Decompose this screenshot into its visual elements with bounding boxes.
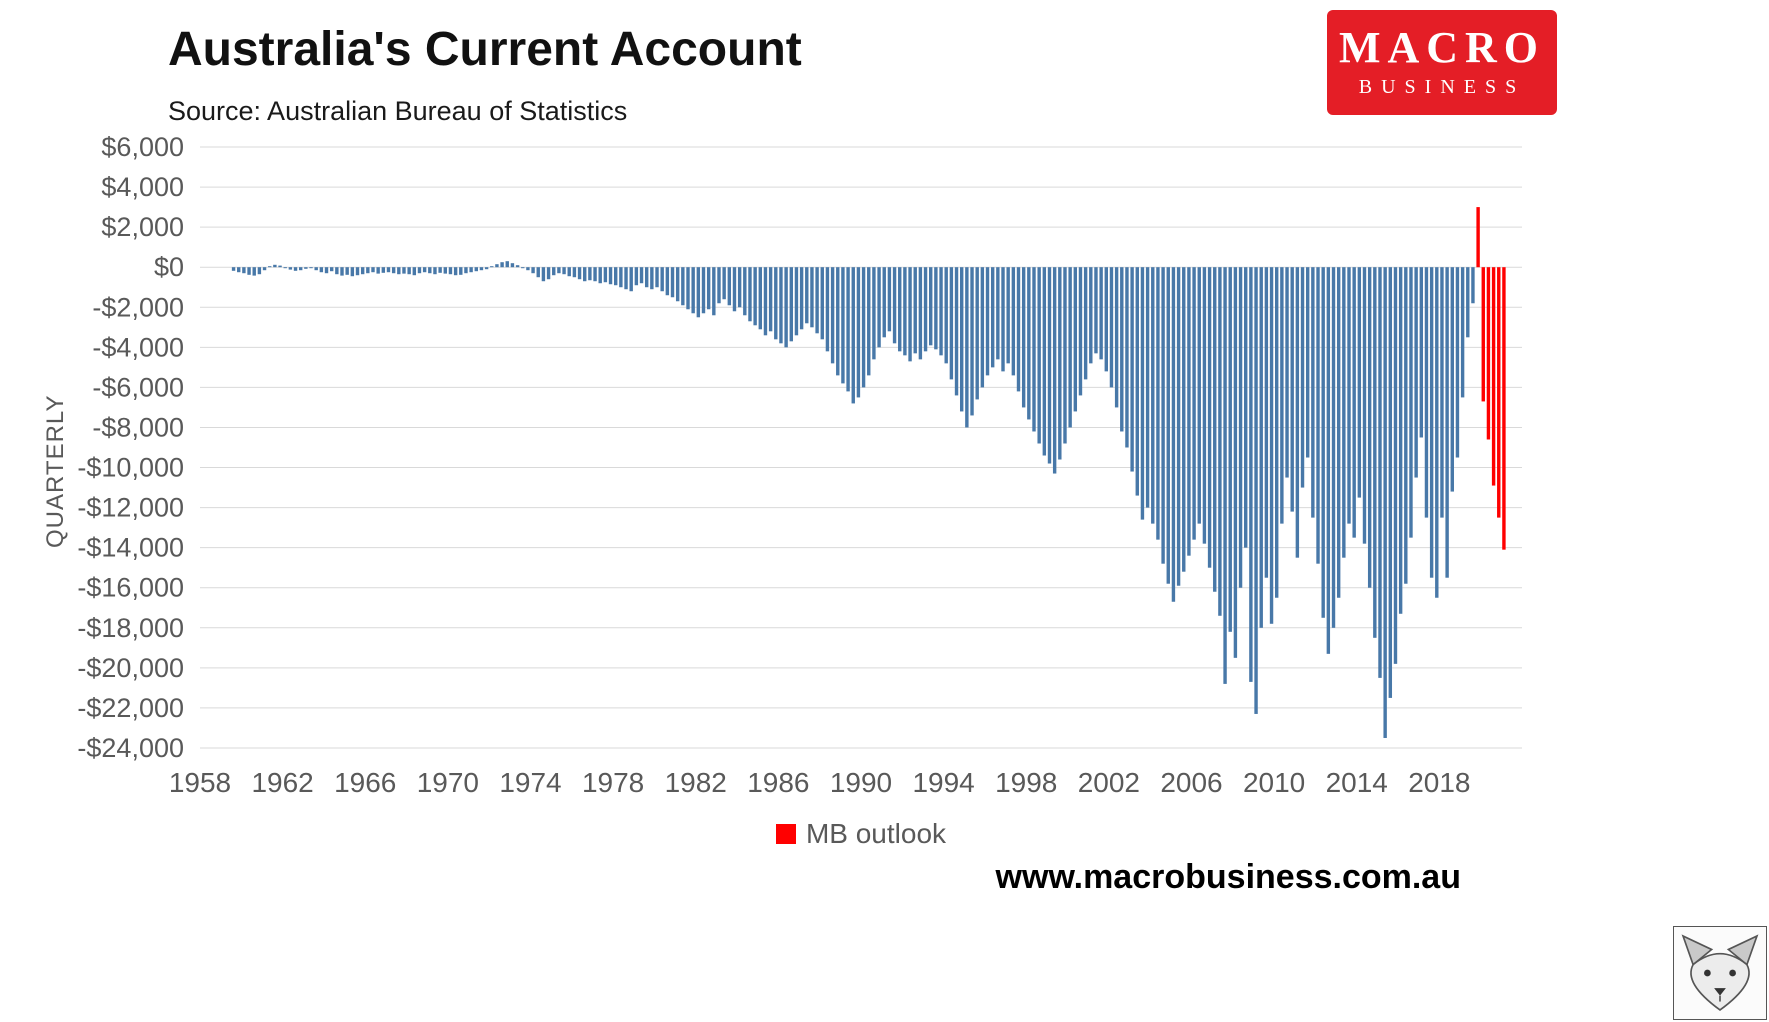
chart-title: Australia's Current Account [168, 23, 802, 76]
svg-text:1970: 1970 [417, 767, 479, 798]
svg-text:2014: 2014 [1326, 767, 1388, 798]
svg-text:2018: 2018 [1408, 767, 1470, 798]
macrobusiness-logo-text-business: BUSINESS [1358, 76, 1526, 98]
svg-text:1998: 1998 [995, 767, 1057, 798]
svg-text:-$12,000: -$12,000 [77, 493, 184, 523]
macrobusiness-logo: MACRO BUSINESS [1327, 10, 1557, 115]
legend-label-mb-outlook: MB outlook [805, 818, 947, 849]
svg-text:-$10,000: -$10,000 [77, 453, 184, 483]
svg-text:-$14,000: -$14,000 [77, 533, 184, 563]
svg-text:1986: 1986 [747, 767, 809, 798]
svg-text:-$24,000: -$24,000 [77, 733, 184, 763]
svg-text:1990: 1990 [830, 767, 892, 798]
svg-text:1958: 1958 [169, 767, 231, 798]
svg-text:1982: 1982 [665, 767, 727, 798]
legend: MB outlook [200, 818, 1522, 850]
svg-text:2006: 2006 [1160, 767, 1222, 798]
website-url: www.macrobusiness.com.au [995, 858, 1461, 896]
svg-text:-$4,000: -$4,000 [92, 332, 184, 362]
svg-text:-$22,000: -$22,000 [77, 693, 184, 723]
svg-text:-$6,000: -$6,000 [92, 372, 184, 402]
fox-logo-icon [1673, 926, 1767, 1020]
y-axis-title: QUARTERLY [42, 394, 69, 548]
svg-text:-$18,000: -$18,000 [77, 613, 184, 643]
svg-text:-$16,000: -$16,000 [77, 573, 184, 603]
svg-text:1974: 1974 [499, 767, 561, 798]
svg-text:$6,000: $6,000 [101, 132, 184, 162]
chart-plot: $6,000 $4,000 $2,000 $0 -$2,000 -$4,000 -$6,00… [77, 132, 1522, 798]
svg-text:-$8,000: -$8,000 [92, 412, 184, 442]
svg-text:$4,000: $4,000 [101, 172, 184, 202]
svg-text:-$20,000: -$20,000 [77, 653, 184, 683]
svg-text:2010: 2010 [1243, 767, 1305, 798]
fox-icon [1681, 934, 1759, 1011]
svg-text:2002: 2002 [1078, 767, 1140, 798]
svg-text:1966: 1966 [334, 767, 396, 798]
svg-text:$2,000: $2,000 [101, 212, 184, 242]
svg-text:1978: 1978 [582, 767, 644, 798]
legend-swatch-mb-outlook [775, 824, 796, 844]
svg-text:$0: $0 [154, 252, 184, 282]
svg-text:1962: 1962 [251, 767, 313, 798]
svg-text:1994: 1994 [912, 767, 974, 798]
svg-text:-$2,000: -$2,000 [92, 292, 184, 322]
macrobusiness-logo-text-macro: MACRO [1338, 23, 1546, 72]
chart-source: Source: Australian Bureau of Statistics [168, 96, 628, 126]
